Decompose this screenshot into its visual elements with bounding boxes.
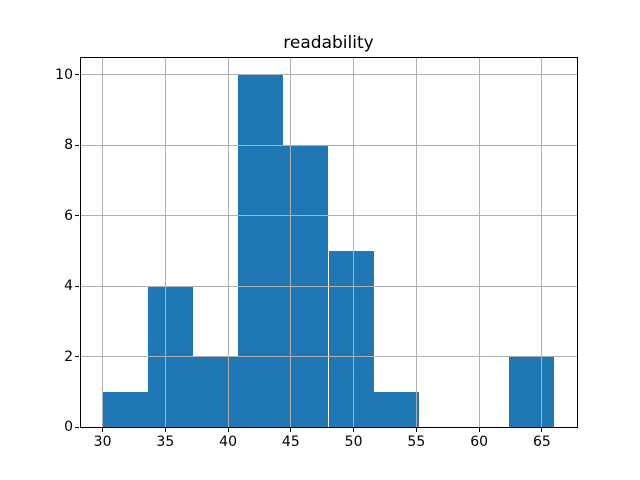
y-tick-label: 6: [64, 207, 73, 224]
x-tick-label: 40: [219, 434, 237, 450]
chart-title: readability: [283, 33, 374, 53]
x-tick-label: 60: [470, 434, 489, 450]
x-tick-mark: [164, 428, 166, 432]
x-tick-label: 50: [344, 434, 363, 450]
y-tick-mark: [75, 144, 79, 146]
y-tick-label: 2: [64, 348, 73, 365]
histogram-bar: [102, 391, 148, 427]
histogram-bar: [373, 391, 419, 427]
y-tick-label: 8: [64, 137, 73, 154]
x-tick-mark: [102, 428, 104, 432]
x-tick-label: 45: [281, 434, 300, 450]
x-tick-label: 35: [156, 434, 175, 450]
histogram-bar: [509, 356, 555, 427]
y-tick-label: 4: [64, 278, 73, 295]
x-tick-mark: [290, 428, 292, 432]
y-tick-mark: [75, 74, 79, 76]
histogram-bar: [283, 145, 329, 427]
x-tick-mark: [353, 428, 355, 432]
x-tick-mark: [415, 428, 417, 432]
histogram-bar: [192, 356, 239, 427]
x-tick-label: 30: [93, 434, 112, 450]
x-tick-label: 65: [532, 434, 551, 450]
x-tick-label: 55: [407, 434, 426, 450]
y-tick-label: 10: [55, 66, 73, 83]
y-tick-mark: [75, 426, 79, 428]
x-tick-mark: [541, 428, 543, 432]
bars-layer: [80, 57, 577, 427]
histogram-bar: [328, 250, 374, 427]
histogram-bar: [147, 286, 193, 427]
histogram-bar: [238, 74, 284, 427]
y-tick-mark: [75, 215, 79, 217]
y-tick-mark: [75, 285, 79, 287]
y-tick-label: 0: [64, 419, 73, 435]
x-tick-mark: [227, 428, 229, 432]
y-tick-mark: [75, 356, 79, 358]
x-tick-mark: [478, 428, 480, 432]
